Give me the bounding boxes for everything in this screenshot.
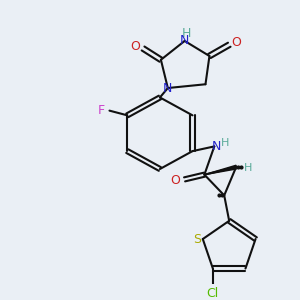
Text: Cl: Cl <box>207 287 219 300</box>
Text: H: H <box>182 27 191 40</box>
Text: O: O <box>171 174 181 187</box>
Text: N: N <box>180 34 189 47</box>
Text: N: N <box>163 82 172 94</box>
Text: H: H <box>221 138 230 148</box>
Text: O: O <box>231 36 241 49</box>
Text: O: O <box>130 40 140 53</box>
Text: H: H <box>244 163 252 173</box>
Text: S: S <box>193 232 201 245</box>
Text: F: F <box>98 104 105 117</box>
Polygon shape <box>204 165 236 175</box>
Text: N: N <box>212 140 221 153</box>
